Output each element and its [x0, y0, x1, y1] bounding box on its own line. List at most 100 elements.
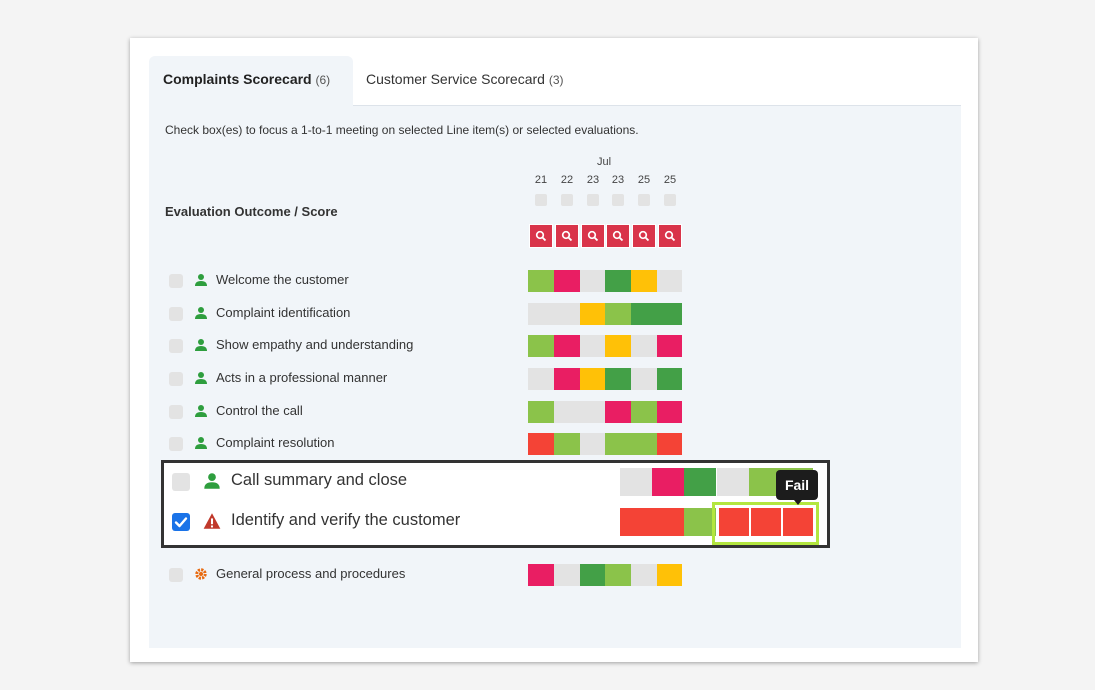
- line-item-label: Acts in a professional manner: [216, 370, 388, 385]
- score-cell[interactable]: [657, 564, 682, 586]
- person-icon: [194, 404, 208, 418]
- score-cell[interactable]: [528, 401, 554, 423]
- line-item-checkbox[interactable]: [169, 568, 183, 582]
- month-label: Jul: [597, 156, 612, 168]
- score-cell[interactable]: [631, 270, 657, 292]
- score-cell[interactable]: [554, 433, 580, 455]
- score-cell[interactable]: [580, 270, 606, 292]
- score-cell[interactable]: [631, 401, 657, 423]
- score-cell[interactable]: [580, 368, 606, 390]
- score-cell[interactable]: [717, 508, 749, 536]
- line-item-checkbox[interactable]: [172, 513, 190, 531]
- score-cell[interactable]: [605, 564, 631, 586]
- score-cell[interactable]: [528, 368, 554, 390]
- score-cell[interactable]: [605, 270, 631, 292]
- score-cell[interactable]: [580, 433, 606, 455]
- score-cell[interactable]: [631, 303, 657, 325]
- score-cell[interactable]: [605, 368, 631, 390]
- score-cell[interactable]: [580, 303, 606, 325]
- score-cell[interactable]: [657, 335, 682, 357]
- score-cell[interactable]: [620, 508, 652, 536]
- line-item-checkbox[interactable]: [169, 274, 183, 288]
- date-label: 22: [560, 174, 574, 186]
- gear-icon: [194, 567, 208, 581]
- view-evaluation-button[interactable]: [555, 224, 579, 248]
- date-label: 23: [586, 174, 600, 186]
- column-checkbox[interactable]: [587, 194, 599, 206]
- score-cell[interactable]: [605, 303, 631, 325]
- person-icon: [194, 338, 208, 352]
- warning-icon: [203, 512, 221, 530]
- score-cell[interactable]: [554, 401, 580, 423]
- score-cell[interactable]: [684, 468, 716, 496]
- view-evaluation-button[interactable]: [581, 224, 605, 248]
- line-item-checkbox[interactable]: [169, 339, 183, 353]
- line-item-checkbox[interactable]: [169, 437, 183, 451]
- score-cell[interactable]: [580, 564, 606, 586]
- score-cell[interactable]: [781, 508, 813, 536]
- line-item-label: General process and procedures: [216, 566, 406, 581]
- line-item-checkbox[interactable]: [169, 372, 183, 386]
- column-checkbox[interactable]: [535, 194, 547, 206]
- magnify-icon: [612, 230, 624, 242]
- line-item-checkbox[interactable]: [169, 405, 183, 419]
- score-cell[interactable]: [657, 433, 682, 455]
- score-cell[interactable]: [528, 270, 554, 292]
- score-cell[interactable]: [684, 508, 716, 536]
- score-cell[interactable]: [528, 335, 554, 357]
- view-evaluation-button[interactable]: [606, 224, 630, 248]
- selected-cells-outline: [712, 502, 819, 545]
- score-cell[interactable]: [631, 433, 657, 455]
- line-item-checkbox[interactable]: [169, 307, 183, 321]
- date-label: 25: [663, 174, 677, 186]
- score-cell[interactable]: [657, 401, 682, 423]
- score-cell[interactable]: [717, 468, 749, 496]
- check-icon: [174, 517, 188, 528]
- column-checkbox[interactable]: [664, 194, 676, 206]
- score-cell[interactable]: [652, 468, 684, 496]
- score-cell[interactable]: [554, 564, 580, 586]
- score-cell[interactable]: [631, 368, 657, 390]
- tab-count: (6): [315, 73, 331, 87]
- score-cell[interactable]: [554, 368, 580, 390]
- score-cell[interactable]: [528, 564, 554, 586]
- outcome-title: Evaluation Outcome / Score: [165, 204, 338, 219]
- person-icon: [194, 306, 208, 320]
- score-cell[interactable]: [605, 401, 631, 423]
- score-cell[interactable]: [580, 335, 606, 357]
- tab-customer-service-scorecard[interactable]: Customer Service Scorecard (3): [352, 56, 578, 106]
- view-evaluation-button[interactable]: [529, 224, 553, 248]
- date-label: 23: [611, 174, 625, 186]
- score-cell[interactable]: [554, 303, 580, 325]
- tab-label: Customer Service Scorecard: [366, 71, 545, 87]
- tab-complaints-scorecard[interactable]: Complaints Scorecard (6): [149, 56, 353, 106]
- score-cell[interactable]: [657, 303, 682, 325]
- column-checkbox[interactable]: [612, 194, 624, 206]
- column-checkbox[interactable]: [561, 194, 573, 206]
- view-evaluation-button[interactable]: [632, 224, 656, 248]
- score-cell[interactable]: [749, 508, 781, 536]
- score-cell[interactable]: [657, 368, 682, 390]
- score-cell[interactable]: [631, 564, 657, 586]
- score-cell[interactable]: [554, 270, 580, 292]
- magnify-icon: [638, 230, 650, 242]
- score-cell[interactable]: [605, 433, 631, 455]
- score-cell[interactable]: [580, 401, 606, 423]
- fail-tooltip: Fail: [776, 470, 818, 505]
- score-cell[interactable]: [749, 468, 781, 496]
- score-cell[interactable]: [554, 335, 580, 357]
- line-item-label: Identify and verify the customer: [231, 511, 461, 529]
- score-cell[interactable]: [605, 335, 631, 357]
- score-cell[interactable]: [631, 335, 657, 357]
- score-cell[interactable]: [652, 508, 684, 536]
- column-checkbox[interactable]: [638, 194, 650, 206]
- score-cell[interactable]: [657, 270, 682, 292]
- tab-count: (3): [548, 73, 564, 87]
- score-cell[interactable]: [620, 468, 652, 496]
- view-evaluation-button[interactable]: [658, 224, 682, 248]
- score-cell[interactable]: [528, 303, 554, 325]
- line-item-checkbox[interactable]: [172, 473, 190, 491]
- magnify-icon: [587, 230, 599, 242]
- score-cell[interactable]: [528, 433, 554, 455]
- person-icon: [194, 273, 208, 287]
